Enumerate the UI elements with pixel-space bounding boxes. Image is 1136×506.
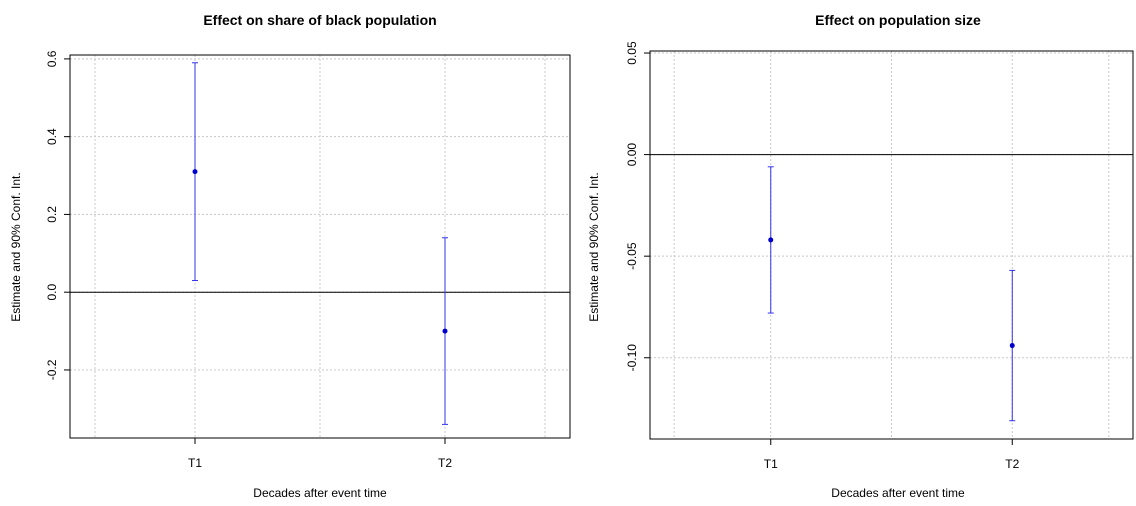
chart-title: Effect on population size bbox=[815, 12, 981, 28]
x-tick-label: T1 bbox=[764, 457, 778, 471]
estimate-point bbox=[442, 328, 448, 334]
x-tick-label: T2 bbox=[1005, 457, 1019, 471]
plot-frame bbox=[649, 50, 1134, 440]
y-tick-label: 0.2 bbox=[45, 206, 59, 223]
panel-share-black-population: Effect on share of black population Deca… bbox=[9, 12, 571, 500]
y-tick-label: -0.05 bbox=[625, 242, 639, 270]
x-axis-label: Decades after event time bbox=[253, 486, 387, 500]
y-tick-label: 0.00 bbox=[625, 143, 639, 167]
estimate-point bbox=[768, 237, 774, 243]
chart-title: Effect on share of black population bbox=[203, 12, 436, 28]
grid-lines bbox=[650, 51, 1133, 439]
estimate-point bbox=[192, 169, 198, 175]
x-tick-label: T2 bbox=[438, 456, 452, 470]
y-tick-label: 0.05 bbox=[625, 41, 639, 65]
y-tick-label: -0.10 bbox=[625, 344, 639, 372]
y-tick-label: -0.2 bbox=[45, 359, 59, 380]
y-axis-ticks: 0.6 0.4 0.2 0.0 -0.2 bbox=[45, 50, 70, 380]
grid-lines bbox=[70, 55, 570, 438]
x-axis-label: Decades after event time bbox=[831, 486, 965, 500]
y-tick-label: 0.6 bbox=[45, 50, 59, 67]
estimate-point bbox=[1009, 343, 1015, 349]
y-tick-label: 0.0 bbox=[45, 284, 59, 301]
x-axis-ticks: T1 T2 bbox=[188, 438, 452, 470]
y-axis-ticks: 0.05 0.00 -0.05 -0.10 bbox=[625, 41, 650, 371]
x-tick-label: T1 bbox=[188, 456, 202, 470]
error-bars bbox=[192, 62, 448, 425]
y-tick-label: 0.4 bbox=[45, 128, 59, 145]
y-axis-label: Estimate and 90% Conf. Int. bbox=[9, 172, 23, 321]
plot-frame bbox=[69, 54, 571, 439]
panel-population-size: Effect on population size Decades after … bbox=[587, 12, 1134, 500]
x-axis-ticks: T1 T2 bbox=[764, 439, 1020, 471]
y-axis-label: Estimate and 90% Conf. Int. bbox=[587, 172, 601, 321]
error-bars bbox=[767, 166, 1016, 422]
